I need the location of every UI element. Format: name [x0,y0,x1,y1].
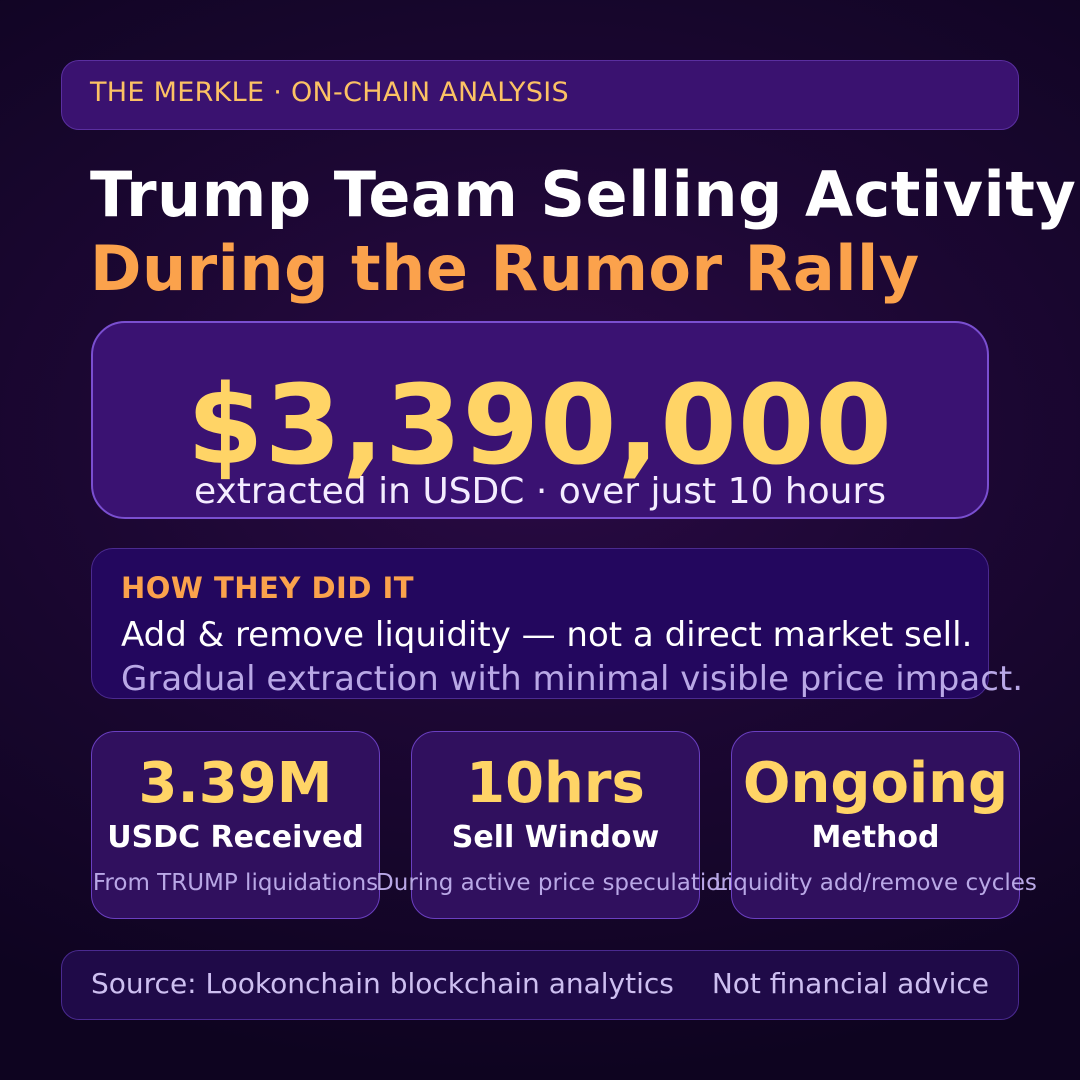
disclaimer: Not financial advice [711,967,989,1000]
method-description: Add & remove liquidity — not a direct ma… [121,615,973,655]
hero-amount: $3,390,000 [187,361,893,489]
method-detail: Gradual extraction with minimal visible … [121,659,1024,699]
stat-value: 10hrs [466,751,645,816]
stat-value: Ongoing [742,751,1009,816]
hero-subtitle: extracted in USDC · over just 10 hours [193,471,887,512]
footer-bar: Source: Lookonchain blockchain analytics… [61,950,1019,1020]
stat-label: USDC Received [107,820,364,855]
stat-description: During active price speculation [376,870,735,896]
stat-description: Liquidity add/remove cycles [714,870,1037,896]
page-subtitle: During the Rumor Rally [90,232,920,305]
stat-value: 3.39M [138,751,333,816]
source-credit: Source: Lookonchain blockchain analytics [91,967,674,1000]
method-card: HOW THEY DID IT Add & remove liquidity —… [91,548,1023,699]
stat-label: Method [811,820,940,855]
hero-card: $3,390,000 extracted in USDC · over just… [91,321,989,519]
header-bar: THE MERKLE · ON-CHAIN ANALYSIS [61,60,1019,130]
stat-card-method: Ongoing Method Liquidity add/remove cycl… [714,731,1037,919]
stat-description: From TRUMP liquidations [92,870,379,896]
page-title: Trump Team Selling Activity [90,158,1077,231]
stat-card-sell-window: 10hrs Sell Window During active price sp… [376,731,735,919]
method-heading: HOW THEY DID IT [121,571,415,605]
stat-label: Sell Window [451,820,660,855]
publication-label: THE MERKLE · ON-CHAIN ANALYSIS [90,77,569,108]
stat-card-usdc-received: 3.39M USDC Received From TRUMP liquidati… [91,731,380,919]
